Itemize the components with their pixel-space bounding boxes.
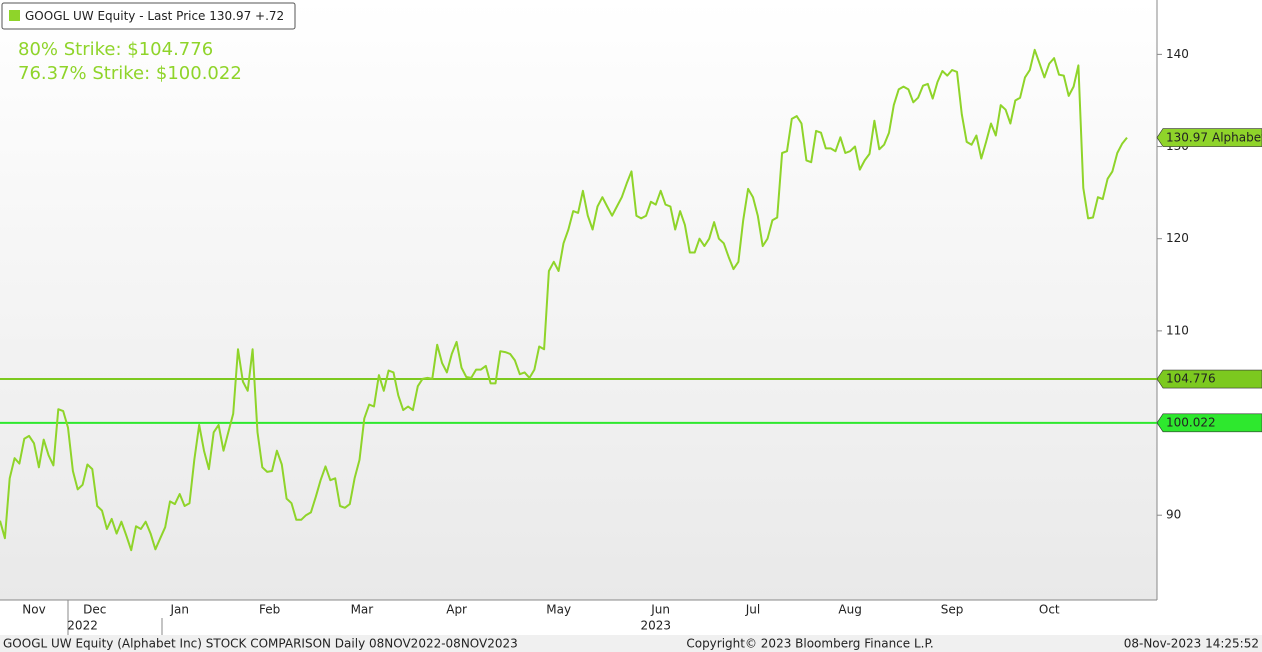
x-tick-label: Mar <box>351 603 374 617</box>
year-label: 2023 <box>641 619 672 633</box>
footer-background <box>0 635 1262 652</box>
plot: 90100110120130140NovDecJanFebMarAprMayJu… <box>0 47 1262 633</box>
x-tick-label: Apr <box>446 603 467 617</box>
legend-box <box>1 2 296 30</box>
series-name: Alphabet <box>1212 130 1262 144</box>
x-tick-label: Sep <box>941 603 964 617</box>
x-tick-label: Dec <box>83 603 106 617</box>
reference-label-box <box>1156 369 1262 389</box>
year-label: 2022 <box>67 619 98 633</box>
footer-right: 08-Nov-2023 14:25:52 <box>1124 637 1259 651</box>
footer-center: Copyright© 2023 Bloomberg Finance L.P. <box>686 637 933 651</box>
reference-label-box <box>1156 413 1262 433</box>
legend-swatch <box>9 10 20 21</box>
reference-label: 104.776 <box>1166 372 1216 386</box>
last-price-label: 130.97 Alphabet <box>1166 130 1262 144</box>
price-line <box>0 48 1128 552</box>
x-tick-label: Feb <box>259 603 280 617</box>
y-tick-label: 110 <box>1166 323 1189 337</box>
x-tick-label: Oct <box>1039 603 1060 617</box>
y-tick-label: 120 <box>1166 231 1189 245</box>
x-tick-label: May <box>546 603 571 617</box>
x-tick-label: Jan <box>169 603 189 617</box>
axis-background <box>1157 0 1262 600</box>
footer-left: GOOGL UW Equity (Alphabet Inc) STOCK COM… <box>3 637 518 651</box>
x-tick-label: Aug <box>838 603 861 617</box>
last-price-box <box>1156 128 1262 147</box>
x-tick-label: Nov <box>22 603 45 617</box>
x-tick-label: Jul <box>745 603 760 617</box>
last-price-value: 130.97 <box>1166 130 1208 144</box>
plot-background <box>0 0 1157 600</box>
y-tick-label: 90 <box>1166 508 1181 522</box>
y-tick-label: 140 <box>1166 47 1189 61</box>
x-tick-label: Jun <box>650 603 670 617</box>
annotation: 80% Strike: $104.776 <box>18 39 213 60</box>
legend-text: GOOGL UW Equity - Last Price 130.97 +.72 <box>25 9 284 23</box>
reference-label: 100.022 <box>1166 415 1216 429</box>
annotation: 76.37% Strike: $100.022 <box>18 63 242 84</box>
